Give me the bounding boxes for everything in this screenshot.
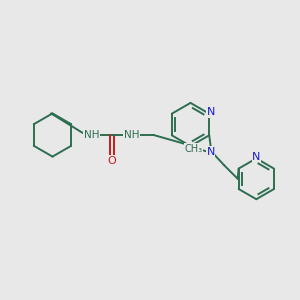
Text: O: O [107, 155, 116, 166]
Text: N: N [206, 147, 215, 157]
Text: NH: NH [124, 130, 139, 140]
Text: NH: NH [84, 130, 99, 140]
Text: CH₃: CH₃ [184, 144, 202, 154]
Text: N: N [252, 152, 260, 162]
Text: N: N [206, 107, 215, 117]
